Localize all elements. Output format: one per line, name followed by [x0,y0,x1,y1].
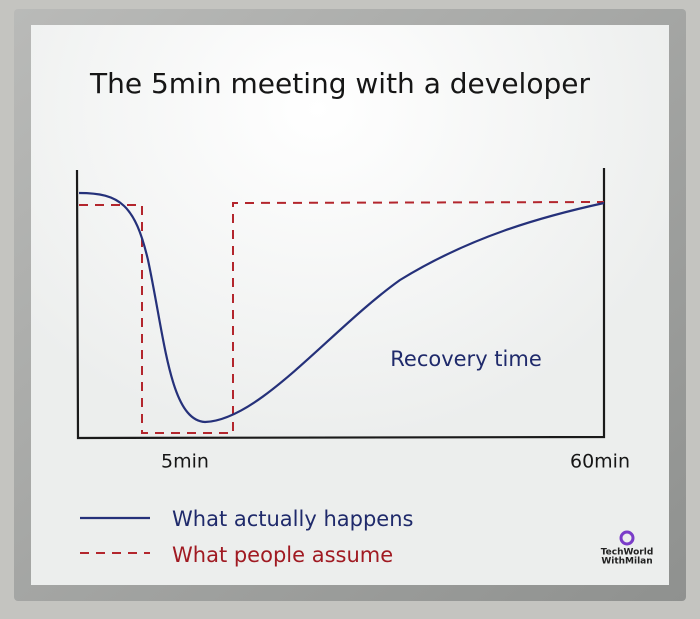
watermark-logo [619,530,635,546]
board-surface [31,25,669,585]
x-label: 60min [570,451,630,473]
assumed-curve [79,201,605,434]
actual-curve [78,191,605,424]
watermark: WithMilan [601,557,652,567]
x-label: 5min [161,451,209,473]
legend-label: What people assume [172,543,393,567]
axis-frame [75,168,606,440]
annotation: Recovery time [390,347,542,371]
axes [75,168,606,440]
title: The 5min meeting with a developer [89,67,590,100]
legend-label: What actually happens [172,507,413,531]
watermark: TechWorld [601,548,654,558]
